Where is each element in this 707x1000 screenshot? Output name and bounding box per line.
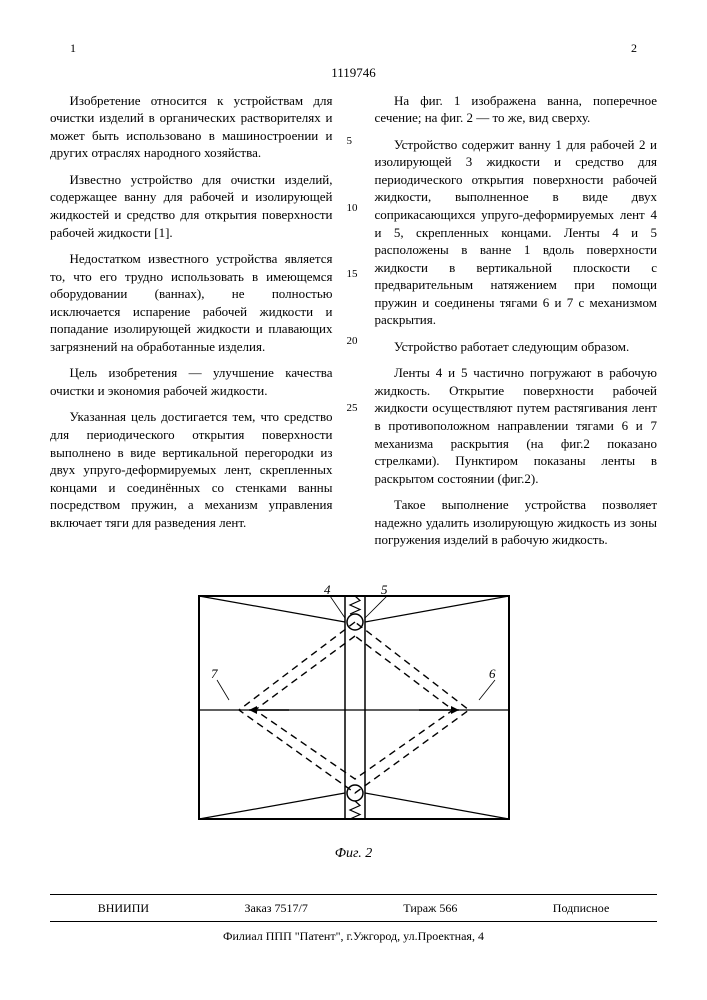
figure-caption: Фиг. 2 (189, 845, 519, 864)
document-number: 1119746 (50, 64, 657, 82)
right-p2: Устройство содержит ванну 1 для рабочей … (375, 136, 658, 329)
line-num: 15 (347, 267, 361, 282)
left-p4: Цель изобретения — улучшение качества оч… (50, 364, 333, 399)
left-column: Изобретение относится к устройствам для … (50, 92, 333, 558)
footer-subscr: Подписное (553, 900, 610, 916)
left-p5: Указанная цель достигается тем, что сред… (50, 408, 333, 531)
page-number-row: 1 2 (50, 40, 657, 56)
line-num: 10 (347, 201, 361, 216)
line-num: 25 (347, 401, 361, 416)
figure-2: 4 5 6 7 Фиг. 2 (189, 580, 519, 864)
page-num-left: 1 (70, 40, 76, 56)
line-num: 5 (347, 134, 361, 149)
figure-svg: 4 5 6 7 (189, 580, 519, 835)
footer-tirazh: Тираж 566 (403, 900, 457, 916)
svg-text:4: 4 (324, 582, 331, 597)
svg-text:6: 6 (489, 666, 496, 681)
left-p2: Известно устройство для очистки изделий,… (50, 171, 333, 241)
page-num-right: 2 (631, 40, 637, 56)
left-p1: Изобретение относится к устройствам для … (50, 92, 333, 162)
svg-text:5: 5 (381, 582, 388, 597)
right-p4: Ленты 4 и 5 частично погружают в рабочую… (375, 364, 658, 487)
text-columns: Изобретение относится к устройствам для … (50, 92, 657, 558)
line-number-gutter: 5 10 15 20 25 (347, 92, 361, 558)
right-column: На фиг. 1 изображена ванна, поперечное с… (375, 92, 658, 558)
right-p3: Устройство работает следующим образом. (375, 338, 658, 356)
footer-org: ВНИИПИ (98, 900, 149, 916)
footer-order: Заказ 7517/7 (244, 900, 307, 916)
right-p5: Такое выполнение устройства позволяет на… (375, 496, 658, 549)
imprint-bar: ВНИИПИ Заказ 7517/7 Тираж 566 Подписное (50, 894, 657, 922)
line-num: 20 (347, 334, 361, 349)
svg-text:7: 7 (211, 666, 218, 681)
left-p3: Недостатком известного устройства являет… (50, 250, 333, 355)
right-p1: На фиг. 1 изображена ванна, поперечное с… (375, 92, 658, 127)
footer-address: Филиал ППП "Патент", г.Ужгород, ул.Проек… (50, 928, 657, 944)
